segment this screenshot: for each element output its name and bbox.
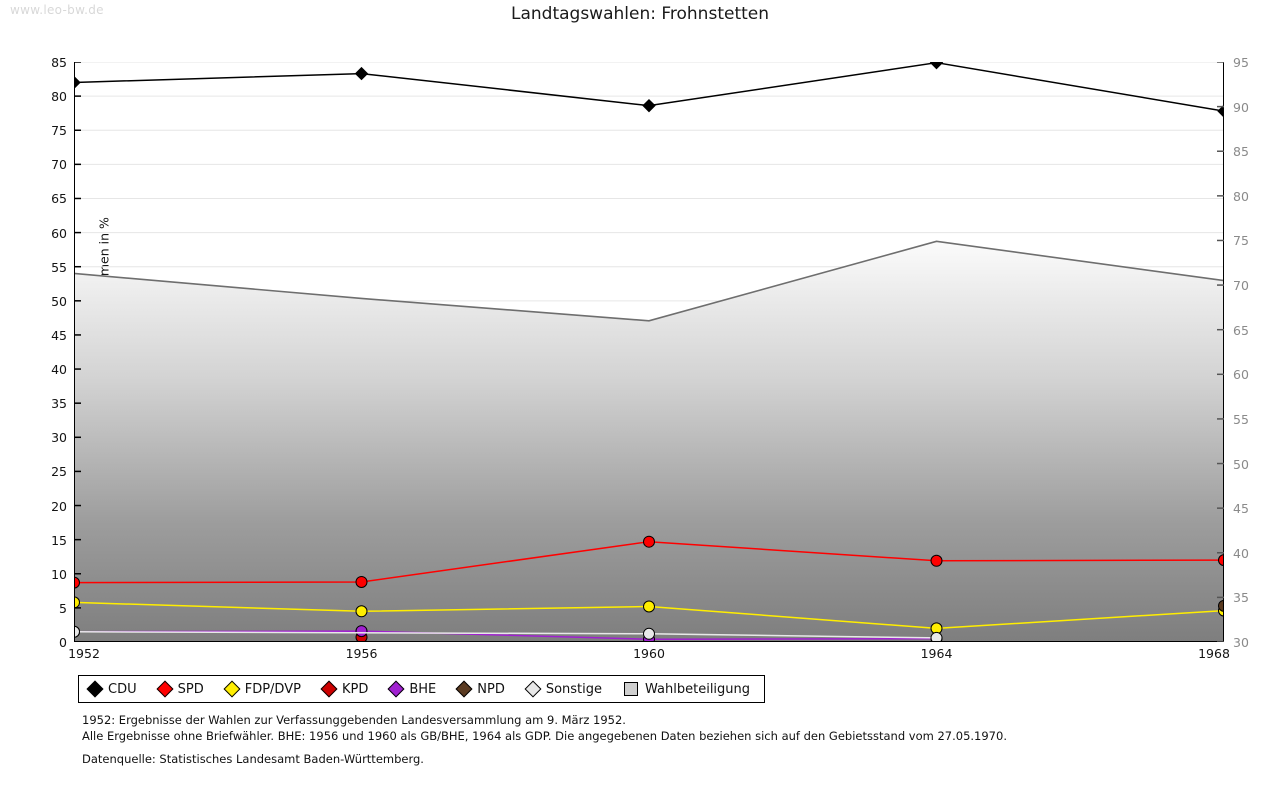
legend-label: Sonstige bbox=[545, 681, 603, 697]
legend-label: NPD bbox=[477, 681, 505, 697]
right-axis-tick-label: 45 bbox=[1233, 501, 1249, 517]
x-axis-tick-label: 1960 bbox=[633, 646, 665, 661]
legend-label: KPD bbox=[341, 681, 369, 697]
legend-item-bhe[interactable]: BHE bbox=[387, 680, 437, 698]
legend-item-spd[interactable]: SPD bbox=[156, 680, 204, 698]
legend-square-icon bbox=[624, 682, 639, 696]
legend-label: BHE bbox=[409, 681, 437, 697]
point-spd bbox=[643, 535, 655, 548]
wahlbeteiligung-fill bbox=[74, 241, 1224, 642]
point-cdu bbox=[642, 98, 656, 113]
left-axis-tick-label: 80 bbox=[51, 89, 67, 105]
left-axis-tick-label: 60 bbox=[51, 225, 67, 241]
left-axis-tick-label: 35 bbox=[51, 396, 67, 412]
legend-item-cdu[interactable]: CDU bbox=[86, 680, 137, 698]
left-axis-tick-label: 20 bbox=[51, 498, 67, 514]
legend-item-npd[interactable]: NPD bbox=[455, 680, 505, 698]
point-fdp-dvp bbox=[74, 596, 80, 609]
wahlbeteiligung-area bbox=[74, 240, 1224, 642]
right-axis-tick-label: 95 bbox=[1233, 55, 1249, 70]
legend-diamond-icon bbox=[455, 680, 473, 698]
chart-svg bbox=[74, 62, 1224, 642]
point-fdp-dvp bbox=[643, 600, 655, 613]
point-npd bbox=[1218, 599, 1224, 612]
left-axis-tick-label: 70 bbox=[51, 157, 67, 173]
right-axis-tick-label: 55 bbox=[1233, 411, 1249, 427]
x-axis-tick-label: 1964 bbox=[920, 646, 953, 661]
point-bhe bbox=[355, 625, 368, 638]
right-axis-tick-label: 85 bbox=[1233, 144, 1249, 160]
data-source: Datenquelle: Statistisches Landesamt Bad… bbox=[82, 752, 424, 766]
left-axis-tick-label: 50 bbox=[51, 293, 67, 309]
chart-title: Landtagswahlen: Frohnstetten bbox=[510, 4, 770, 24]
left-axis-tick-label: 40 bbox=[51, 362, 67, 378]
right-axis-tick-label: 90 bbox=[1233, 99, 1249, 115]
point-spd bbox=[930, 554, 943, 567]
point-spd bbox=[74, 576, 80, 589]
x-axis-tick-label: 1968 bbox=[1198, 646, 1230, 661]
left-axis-tick-label: 15 bbox=[51, 532, 67, 548]
legend-label: CDU bbox=[108, 681, 137, 697]
point-cdu bbox=[1217, 104, 1224, 118]
legend-diamond-icon bbox=[223, 680, 241, 698]
left-axis-tick-label: 25 bbox=[51, 464, 67, 480]
legend-label: FDP/DVP bbox=[244, 681, 301, 697]
footnote-line-1: 1952: Ergebnisse der Wahlen zur Verfassu… bbox=[82, 713, 626, 727]
legend-item-fdp-dvp[interactable]: FDP/DVP bbox=[223, 680, 301, 698]
left-axis-tick-label: 0 bbox=[59, 635, 67, 650]
legend-item-wahlbeteiligung[interactable]: Wahlbeteiligung bbox=[624, 682, 750, 697]
left-axis-tick-label: 45 bbox=[51, 327, 67, 343]
legend-item-kpd[interactable]: KPD bbox=[320, 680, 369, 698]
legend-diamond-icon bbox=[156, 680, 174, 698]
point-fdp-dvp bbox=[355, 605, 368, 618]
left-axis-tick-label: 5 bbox=[59, 600, 67, 616]
point-spd bbox=[355, 575, 368, 588]
point-sonstige bbox=[643, 627, 655, 640]
series-layer bbox=[74, 62, 1224, 642]
right-axis-tick-label: 65 bbox=[1233, 322, 1249, 338]
point-cdu bbox=[929, 62, 944, 70]
legend-item-sonstige[interactable]: Sonstige bbox=[524, 680, 603, 698]
watermark: www.leo-bw.de bbox=[10, 3, 104, 17]
footnote-line-2: Alle Ergebnisse ohne Briefwähler. BHE: 1… bbox=[82, 729, 1007, 743]
right-axis-tick-label: 60 bbox=[1233, 367, 1249, 383]
x-axis-tick-label: 1952 bbox=[68, 646, 100, 661]
footnotes: 1952: Ergebnisse der Wahlen zur Verfassu… bbox=[82, 712, 1182, 744]
x-axis-tick-label: 1956 bbox=[345, 646, 378, 661]
right-axis-tick-label: 30 bbox=[1233, 635, 1249, 650]
point-spd bbox=[1218, 554, 1224, 567]
point-cdu bbox=[74, 75, 81, 90]
legend-label: Wahlbeteiligung bbox=[645, 681, 751, 697]
right-axis-tick-label: 50 bbox=[1233, 456, 1249, 472]
legend-diamond-icon bbox=[86, 680, 104, 698]
point-cdu bbox=[354, 66, 369, 81]
left-axis-tick-label: 55 bbox=[51, 259, 67, 275]
legend-diamond-icon bbox=[524, 680, 542, 698]
wahlbeteiligung-line bbox=[74, 240, 1224, 322]
chart-legend: CDU SPD FDP/DVP KPD BHE NPD Sonstige Wahlbeteil… bbox=[78, 675, 766, 703]
plot-area: gültige Stimmen in % Wahlbeteiligung in … bbox=[51, 55, 1249, 661]
axis-ticks bbox=[74, 62, 1224, 642]
series-line-bhe bbox=[74, 630, 937, 641]
left-axis-tick-label: 10 bbox=[51, 566, 67, 582]
left-axis-tick-label: 85 bbox=[51, 55, 67, 70]
right-axis-tick-label: 75 bbox=[1233, 233, 1249, 249]
legend-diamond-icon bbox=[320, 680, 338, 698]
point-sonstige bbox=[74, 625, 80, 638]
point-sonstige bbox=[930, 631, 943, 642]
legend-label: SPD bbox=[177, 681, 204, 697]
right-axis-tick-label: 70 bbox=[1233, 278, 1249, 294]
left-axis-tick-label: 65 bbox=[51, 191, 67, 207]
left-axis-tick-label: 30 bbox=[51, 430, 67, 446]
left-axis-tick-label: 75 bbox=[51, 123, 67, 139]
right-axis-tick-label: 35 bbox=[1233, 590, 1249, 606]
legend-diamond-icon bbox=[387, 680, 405, 698]
right-axis-tick-label: 40 bbox=[1233, 545, 1249, 561]
right-axis-tick-label: 80 bbox=[1233, 188, 1249, 204]
